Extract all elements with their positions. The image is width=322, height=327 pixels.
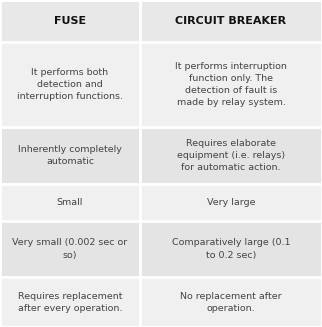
Bar — [0, 0, 140, 43]
Text: Comparatively large (0.1
to 0.2 sec): Comparatively large (0.1 to 0.2 sec) — [172, 238, 290, 260]
Bar — [140, 43, 322, 127]
Text: Small: Small — [57, 198, 83, 207]
Bar — [0, 184, 140, 220]
Bar — [0, 43, 140, 127]
Text: Requires elaborate
equipment (i.e. relays)
for automatic action.: Requires elaborate equipment (i.e. relay… — [177, 139, 285, 172]
Bar — [0, 127, 140, 184]
Bar — [140, 127, 322, 184]
Text: No replacement after
operation.: No replacement after operation. — [180, 292, 282, 313]
Bar — [140, 184, 322, 220]
Bar — [0, 220, 140, 277]
Text: It performs interruption
function only. The
detection of fault is
made by relay : It performs interruption function only. … — [175, 62, 287, 108]
Text: Inherently completely
automatic: Inherently completely automatic — [18, 145, 122, 166]
Text: Requires replacement
after every operation.: Requires replacement after every operati… — [18, 292, 122, 313]
Bar — [140, 277, 322, 327]
Text: CIRCUIT BREAKER: CIRCUIT BREAKER — [175, 16, 287, 26]
Text: It performs both
detection and
interruption functions.: It performs both detection and interrupt… — [17, 68, 123, 101]
Text: FUSE: FUSE — [54, 16, 86, 26]
Text: Very large: Very large — [207, 198, 255, 207]
Text: Very small (0.002 sec or
so): Very small (0.002 sec or so) — [13, 238, 128, 260]
Bar — [140, 0, 322, 43]
Bar — [140, 220, 322, 277]
Bar — [0, 277, 140, 327]
